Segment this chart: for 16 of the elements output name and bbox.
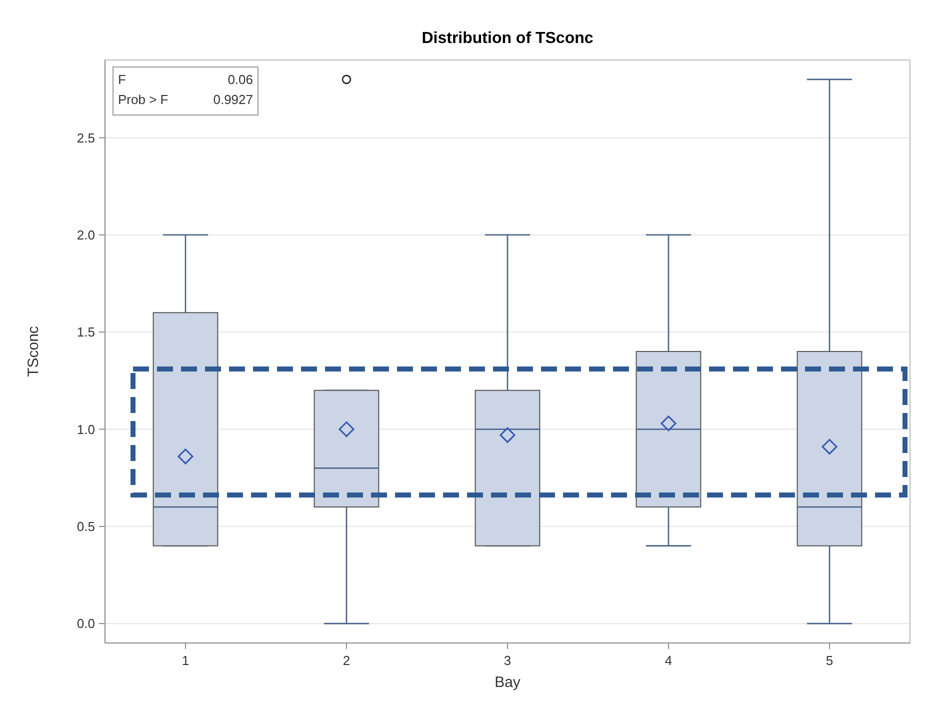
y-tick-label: 2.0: [76, 227, 95, 242]
y-tick-label: 0.0: [76, 616, 95, 632]
y-axis-title: TSconc: [25, 326, 42, 377]
x-tick-label: 4: [664, 653, 672, 668]
text: Prob > F 0.9927: [118, 92, 253, 107]
text: F 0.06: [118, 72, 253, 87]
y-tick-label: 1.0: [76, 422, 95, 437]
chart-title: Distribution of TSconc: [422, 30, 594, 47]
x-tick-label: 3: [504, 653, 512, 668]
x-tick-label: 5: [826, 653, 834, 668]
x-tick-label: 2: [342, 653, 350, 668]
x-tick-label: 1: [182, 653, 190, 668]
x-axis-title: Bay: [494, 674, 521, 691]
y-tick-label: 2.5: [76, 130, 95, 146]
y-tick-label: 0.5: [76, 518, 95, 534]
y-tick-label: 1.5: [76, 324, 95, 340]
